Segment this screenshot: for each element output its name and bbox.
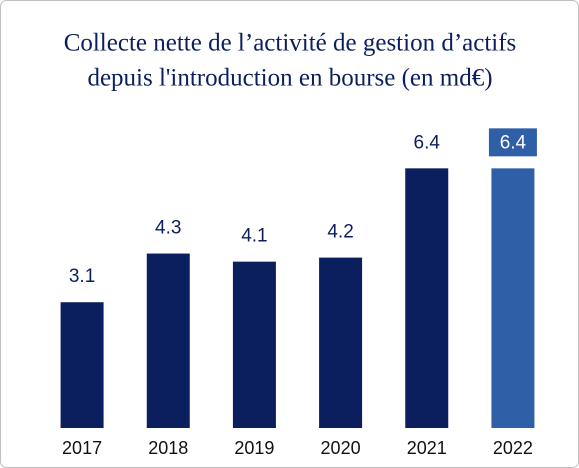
label-box: [488, 128, 537, 157]
data-label: 4.3: [155, 218, 181, 239]
data-label: 3.1: [69, 266, 95, 287]
x-tick-label: 2018: [148, 438, 188, 458]
x-tick-label: 2022: [493, 438, 533, 458]
data-label: 4.2: [327, 222, 353, 243]
bar: [232, 261, 276, 428]
x-tick-label: 2019: [234, 438, 274, 458]
data-label: 4.1: [241, 226, 267, 247]
x-tick-label: 2021: [407, 438, 447, 458]
bar: [319, 257, 363, 428]
chart-title: depuis l'introduction en bourse (en md€): [87, 65, 492, 92]
x-tick-label: 2020: [321, 438, 361, 458]
bar: [60, 302, 104, 428]
data-label: 6.4: [414, 132, 441, 153]
x-tick-label: 2017: [62, 438, 102, 458]
chart-title: Collecte nette de l’activité de gestion …: [64, 30, 517, 57]
bar: [405, 168, 449, 429]
bar: [146, 253, 190, 428]
data-label: 6.4: [500, 132, 527, 153]
bar: [491, 168, 535, 429]
